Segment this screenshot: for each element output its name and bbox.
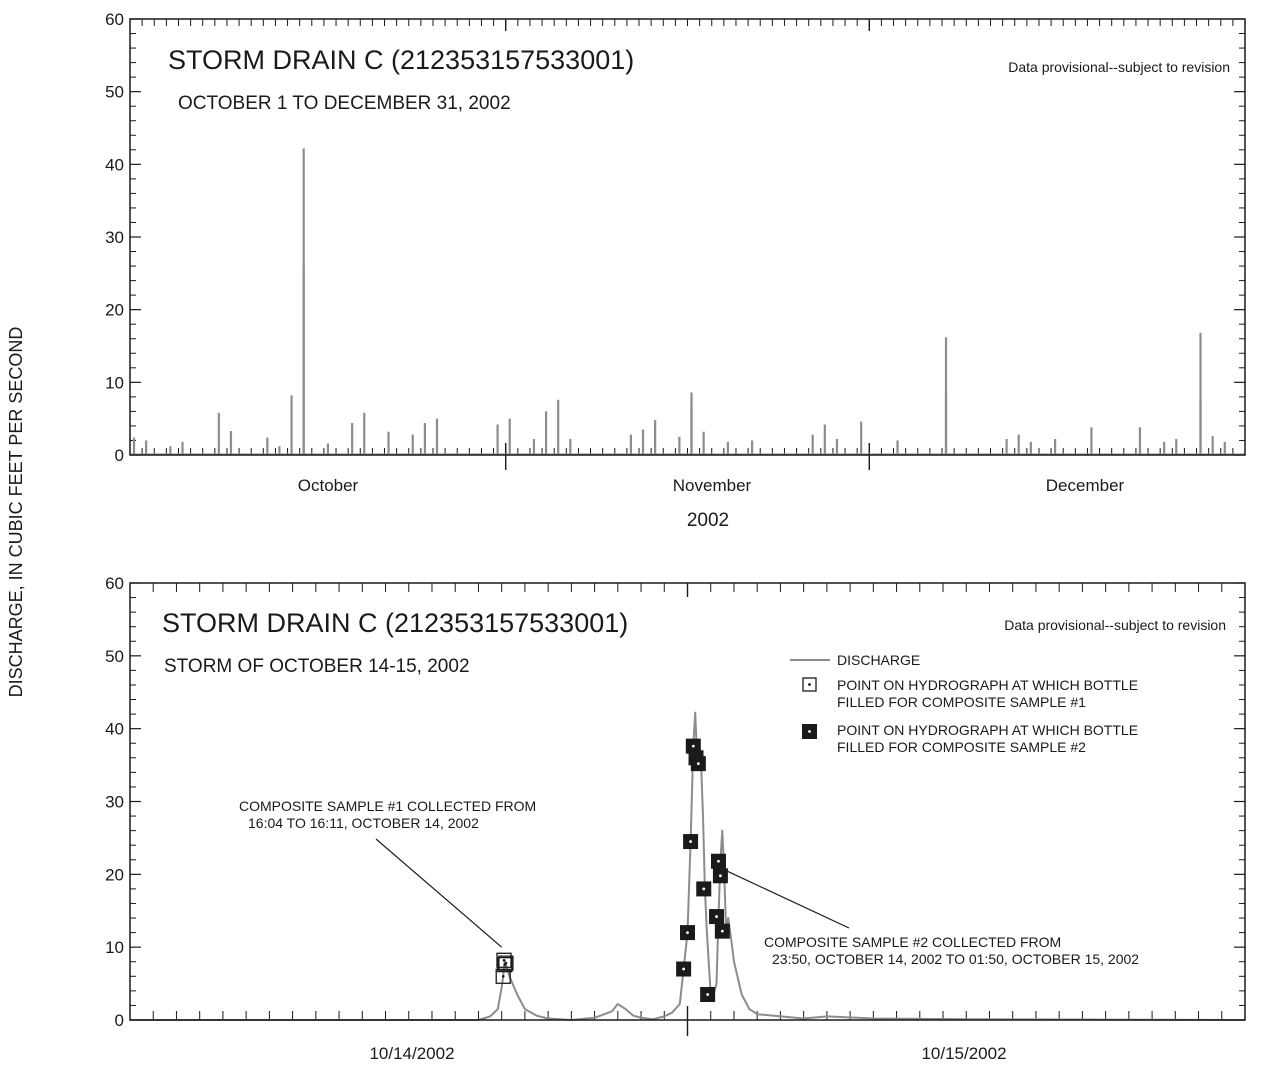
legend-open-square-marker bbox=[802, 677, 817, 692]
chart-bottom: 0 10 20 30 40 50 60 STORM DRAIN C (21235315753… bbox=[105, 574, 1246, 1063]
bottom-x-label-1014: 10/14/2002 bbox=[369, 1044, 454, 1063]
top-provisional-note: Data provisional--subject to revision bbox=[1008, 59, 1230, 75]
legend-discharge-label: DISCHARGE bbox=[837, 652, 920, 668]
legend-sample1-label-line2: FILLED FOR COMPOSITE SAMPLE #1 bbox=[837, 694, 1086, 710]
bottom-y-tick-label: 10 bbox=[105, 938, 124, 957]
sample1-marker-dot bbox=[502, 958, 506, 962]
top-y-tick-label: 10 bbox=[105, 373, 124, 392]
chart-top: 0 10 20 30 40 50 60 STORM DRAIN C (21235315753… bbox=[105, 10, 1246, 531]
sample2-marker-dot bbox=[706, 993, 710, 996]
bottom-subtitle: STORM OF OCTOBER 14-15, 2002 bbox=[164, 656, 470, 677]
legend-sample2-label-line2: FILLED FOR COMPOSITE SAMPLE #2 bbox=[837, 739, 1086, 755]
sample2-marker-dot bbox=[715, 915, 718, 918]
top-y-tick-label: 0 bbox=[115, 446, 124, 465]
annotation-sample1-leader bbox=[375, 838, 503, 948]
sample2-marker-dot bbox=[702, 887, 706, 891]
annotation-sample2: COMPOSITE SAMPLE #2 COLLECTED FROM 23:50… bbox=[725, 870, 1139, 967]
sample2-marker-dot bbox=[720, 929, 724, 933]
bottom-title: STORM DRAIN C (212353157533001) bbox=[162, 608, 628, 638]
annotation-sample1-line1: COMPOSITE SAMPLE #1 COLLECTED FROM bbox=[239, 798, 536, 814]
bottom-y-tick-label: 40 bbox=[105, 720, 124, 739]
sample1-marker bbox=[495, 968, 511, 984]
bottom-x-label-1015: 10/15/2002 bbox=[921, 1044, 1006, 1063]
sample1-marker bbox=[496, 952, 512, 968]
top-x-label-october: October bbox=[298, 476, 359, 495]
sample2-marker-dot bbox=[686, 931, 689, 934]
bottom-y-tick-label: 0 bbox=[115, 1011, 124, 1030]
top-y-tick-label: 60 bbox=[105, 10, 124, 29]
annotation-sample2-leader bbox=[725, 870, 850, 929]
sample2-marker-dot bbox=[682, 967, 686, 971]
top-y-tick-labels: 0 10 20 30 40 50 60 bbox=[105, 10, 124, 465]
bottom-series-group bbox=[130, 711, 1246, 1021]
bottom-provisional-note: Data provisional--subject to revision bbox=[1004, 617, 1226, 633]
annotation-sample1: COMPOSITE SAMPLE #1 COLLECTED FROM 16:04… bbox=[239, 798, 536, 948]
bottom-y-tick-label: 60 bbox=[105, 574, 124, 593]
bottom-y-tick-labels: 0 10 20 30 40 50 60 bbox=[105, 574, 124, 1030]
annotation-sample1-line2: 16:04 TO 16:11, OCTOBER 14, 2002 bbox=[248, 815, 479, 831]
top-series-group bbox=[130, 148, 1245, 455]
annotation-sample2-line1: COMPOSITE SAMPLE #2 COLLECTED FROM bbox=[764, 934, 1061, 950]
sample2-marker-dot bbox=[696, 762, 700, 766]
top-tick-group bbox=[129, 18, 1246, 470]
top-x-label-november: November bbox=[673, 476, 752, 495]
sample2-marker-dot bbox=[689, 840, 692, 843]
top-x-label-december: December bbox=[1046, 476, 1125, 495]
sample1-marker bbox=[497, 956, 513, 973]
top-y-tick-label: 40 bbox=[105, 155, 124, 174]
sample1-marker-dot bbox=[501, 975, 505, 978]
top-title: STORM DRAIN C (212353157533001) bbox=[168, 45, 634, 75]
sample2-marker-dot bbox=[691, 744, 695, 748]
top-y-tick-label: 30 bbox=[105, 228, 124, 247]
top-y-tick-label: 20 bbox=[105, 301, 124, 320]
annotation-sample2-line2: 23:50, OCTOBER 14, 2002 TO 01:50, OCTOBE… bbox=[772, 951, 1139, 967]
top-subtitle: OCTOBER 1 TO DECEMBER 31, 2002 bbox=[178, 93, 511, 114]
bottom-tick-group bbox=[129, 582, 1246, 1036]
sample1-marker-dot bbox=[504, 961, 508, 965]
sample2-marker-dot bbox=[719, 874, 722, 878]
sample1-marker bbox=[498, 955, 514, 971]
bottom-plot-frame bbox=[129, 582, 1246, 1021]
top-x-axis-year: 2002 bbox=[687, 510, 729, 531]
top-plot-frame bbox=[129, 18, 1246, 456]
bottom-y-tick-label: 50 bbox=[105, 647, 124, 666]
sample2-marker-dot bbox=[717, 859, 720, 863]
top-y-tick-label: 50 bbox=[105, 83, 124, 102]
bottom-discharge-line bbox=[130, 711, 1246, 1021]
legend-sample2-label-line1: POINT ON HYDROGRAPH AT WHICH BOTTLE bbox=[837, 722, 1138, 738]
legend-sample1-label-line1: POINT ON HYDROGRAPH AT WHICH BOTTLE bbox=[837, 677, 1138, 693]
bottom-y-tick-label: 20 bbox=[105, 865, 124, 884]
y-axis-label: DISCHARGE, IN CUBIC FEET PER SECOND bbox=[6, 327, 26, 698]
bottom-y-tick-label: 30 bbox=[105, 793, 124, 812]
bottom-legend: DISCHARGE POINT ON HYDROGRAPH AT WHICH B… bbox=[790, 652, 1138, 755]
legend-filled-square-marker bbox=[802, 724, 817, 739]
